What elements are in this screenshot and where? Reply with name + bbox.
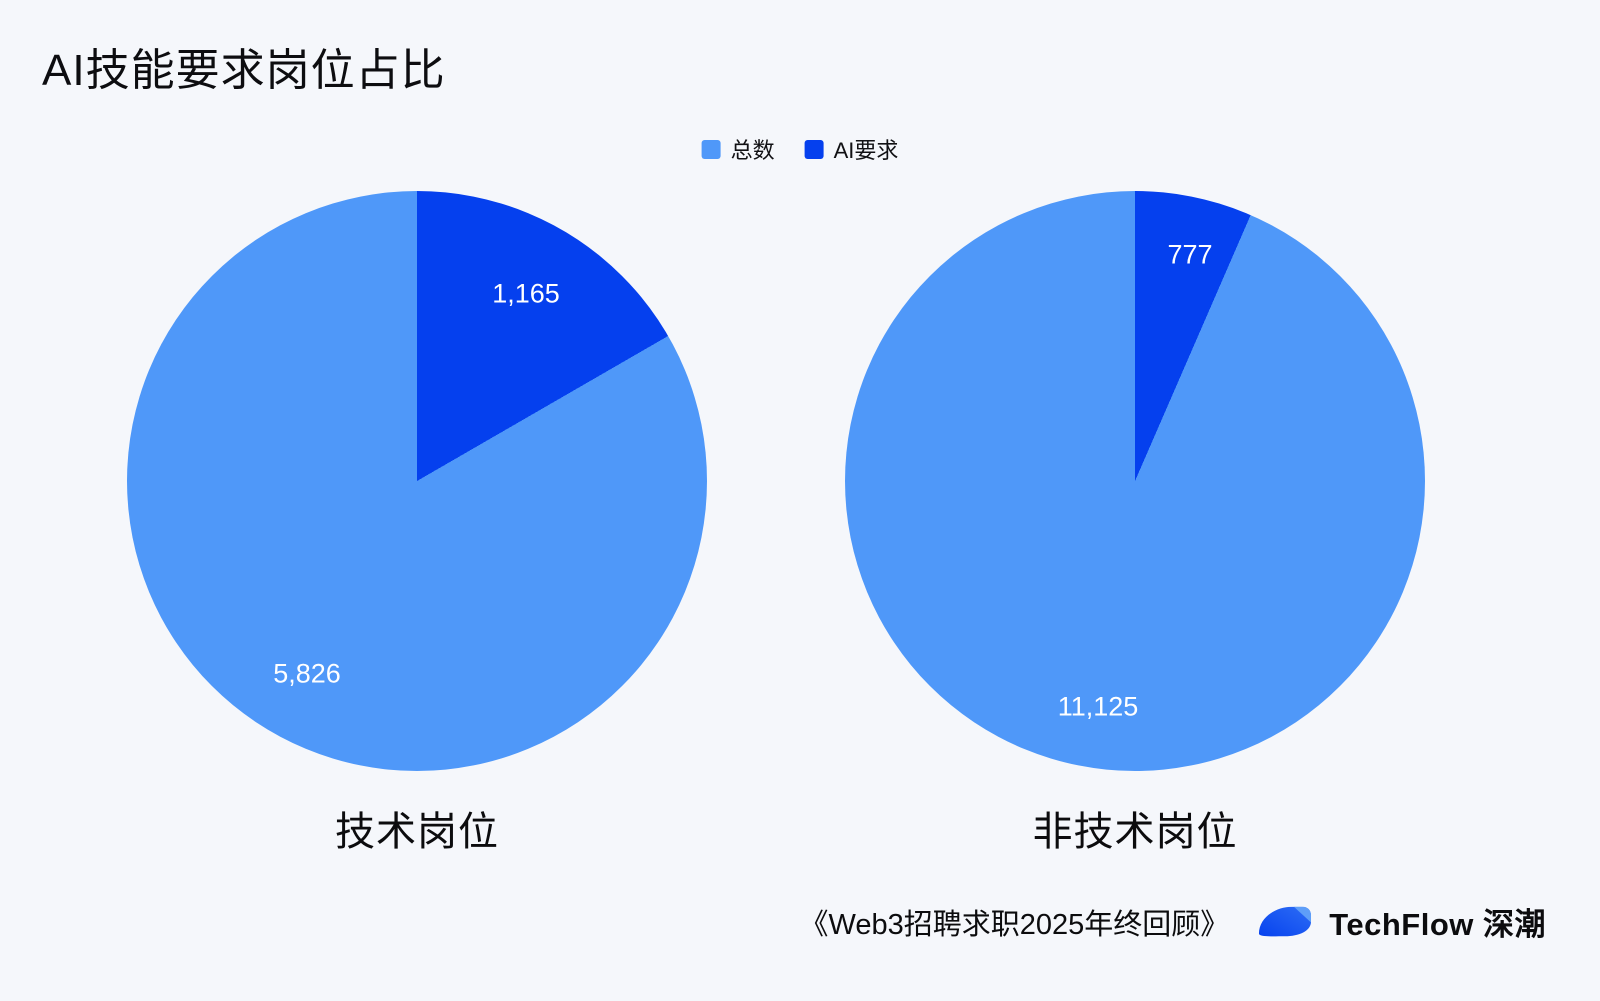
footer-source-text: 《Web3招聘求职2025年终回顾》 — [799, 908, 1230, 941]
legend: 总数 AI要求 — [701, 133, 899, 165]
legend-swatch-total-icon — [701, 139, 721, 159]
pie-slice-label-total: 11,125 — [1057, 691, 1139, 722]
legend-label-total: 总数 — [730, 138, 775, 163]
pie-chart-nontechnical: 777 11,125 非技术岗位 — [845, 191, 1425, 857]
footer: 《Web3招聘求职2025年终回顾》 TechFlow 深潮 — [799, 899, 1546, 944]
pie-chart-technical: 1,165 5,826 技术岗位 — [127, 191, 707, 857]
pie-nontechnical: 777 11,125 — [845, 191, 1425, 771]
pie-technical: 1,165 5,826 — [127, 191, 707, 771]
chart-caption-technical: 技术岗位 — [335, 810, 499, 854]
techflow-leaf-icon — [1259, 906, 1312, 937]
legend-item-ai: AI要求 — [804, 133, 899, 165]
pie-slice-label-ai: 777 — [1167, 239, 1213, 270]
page-title: AI技能要求岗位占比 — [42, 46, 446, 95]
brand-name: TechFlow 深潮 — [1329, 907, 1546, 942]
legend-label-ai: AI要求 — [833, 138, 899, 163]
legend-item-total: 总数 — [701, 133, 775, 165]
charts-row: 1,165 5,826 技术岗位 777 11,125 非技术岗位 — [0, 191, 1600, 857]
chart-caption-nontechnical: 非技术岗位 — [1032, 810, 1238, 854]
pie-slice-label-total: 5,826 — [273, 658, 341, 689]
legend-swatch-ai-icon — [804, 139, 824, 159]
pie-slice-label-ai: 1,165 — [492, 278, 560, 309]
